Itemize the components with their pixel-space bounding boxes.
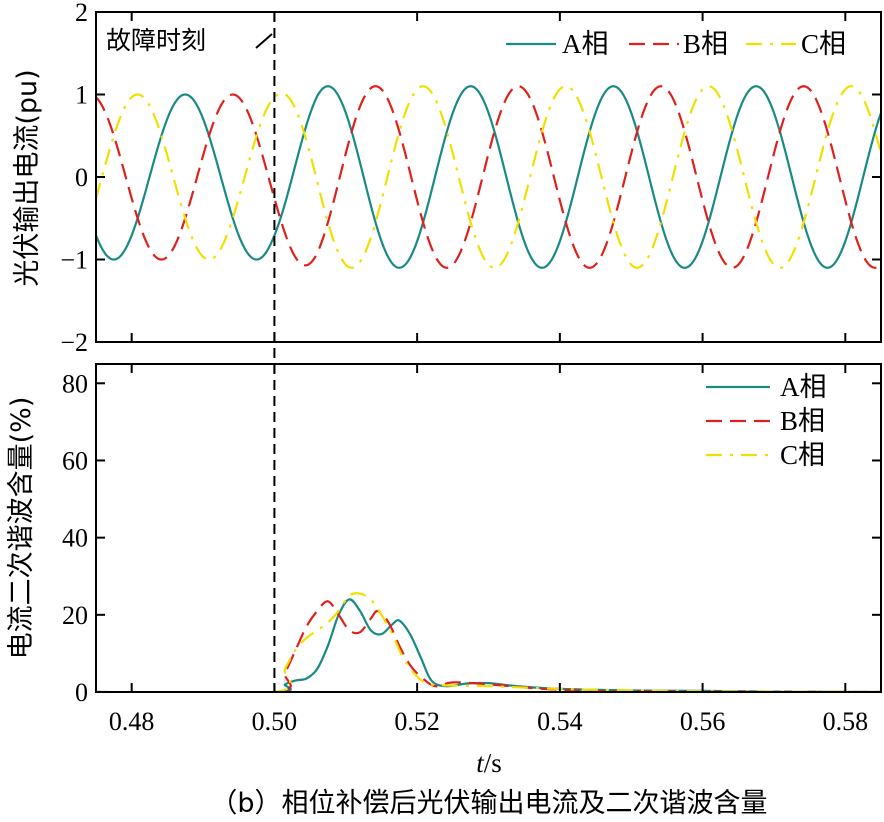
harmonic-panel: 80 60 40 20 0 0.48 0.50 0.52 0.54 0.56 0.58 电流二次谐… [6,363,882,778]
current-y-tick-label: 0 [75,163,88,192]
harmonic-x-tick-label: 0.50 [252,707,298,736]
current-series-group [96,85,881,269]
harmonic-x-ticks: 0.48 0.50 0.52 0.54 0.56 0.58 [109,364,868,736]
current-y-tick-label: −1 [60,246,88,275]
current-y-tick-label: 1 [75,81,88,110]
x-axis-label: t/s [476,748,502,778]
harmonic-y-tick-label: 0 [75,678,88,707]
x-axis-label-symbol: t [476,748,485,778]
harmonic-legend: A相 B相 C相 [706,372,827,470]
current-phase-b-line [96,85,881,269]
harmonic-phase-c-line [96,592,881,692]
harmonic-y-tick-label: 60 [62,446,88,475]
current-legend-label-phase-c: C相 [801,29,846,59]
harmonic-y-tick-label: 80 [62,369,88,398]
current-legend: A相 B相 C相 [506,29,846,59]
current-y-axis-label: 光伏输出电流(pu) [12,69,43,286]
harmonic-legend-label-phase-c: C相 [780,440,825,470]
harmonic-x-tick-label: 0.58 [823,707,869,736]
harmonic-y-tick-label: 40 [62,524,88,553]
figure-caption: （b）相位补偿后光伏输出电流及二次谐波含量 [210,788,767,819]
current-x-ticks [130,12,847,342]
harmonic-x-tick-label: 0.54 [537,707,583,736]
harmonic-x-tick-label: 0.48 [109,707,155,736]
current-legend-label-phase-b: B相 [683,29,728,59]
current-legend-label-phase-a: A相 [562,29,609,59]
harmonic-x-tick-label: 0.52 [394,707,440,736]
current-phase-c-line [96,85,881,269]
harmonic-legend-label-phase-b: B相 [780,406,825,436]
fault-time-label: 故障时刻 [106,26,206,55]
current-y-ticks: 2 1 0 −1 −2 [60,0,881,357]
harmonic-phase-b-line [96,600,881,692]
harmonic-legend-label-phase-a: A相 [780,372,827,402]
current-plot-frame [95,11,882,343]
current-y-tick-label: 2 [75,0,88,27]
current-phase-a-line [96,85,881,269]
x-axis-label-unit: /s [484,748,502,778]
fault-label-leader [255,33,273,49]
harmonic-y-axis-label: 电流二次谐波含量(%) [6,397,37,660]
harmonic-x-tick-label: 0.56 [680,707,726,736]
harmonic-y-tick-label: 20 [62,601,88,630]
harmonic-phase-a-line [96,598,881,692]
harmonic-series-group [96,592,881,692]
harmonic-plot-frame [95,363,882,693]
current-y-tick-label: −2 [60,328,88,357]
harmonic-y-ticks: 80 60 40 20 0 [62,369,881,707]
current-panel: 2 1 0 −1 −2 光伏输出电流(pu) A相 B相 C相 [12,0,882,357]
